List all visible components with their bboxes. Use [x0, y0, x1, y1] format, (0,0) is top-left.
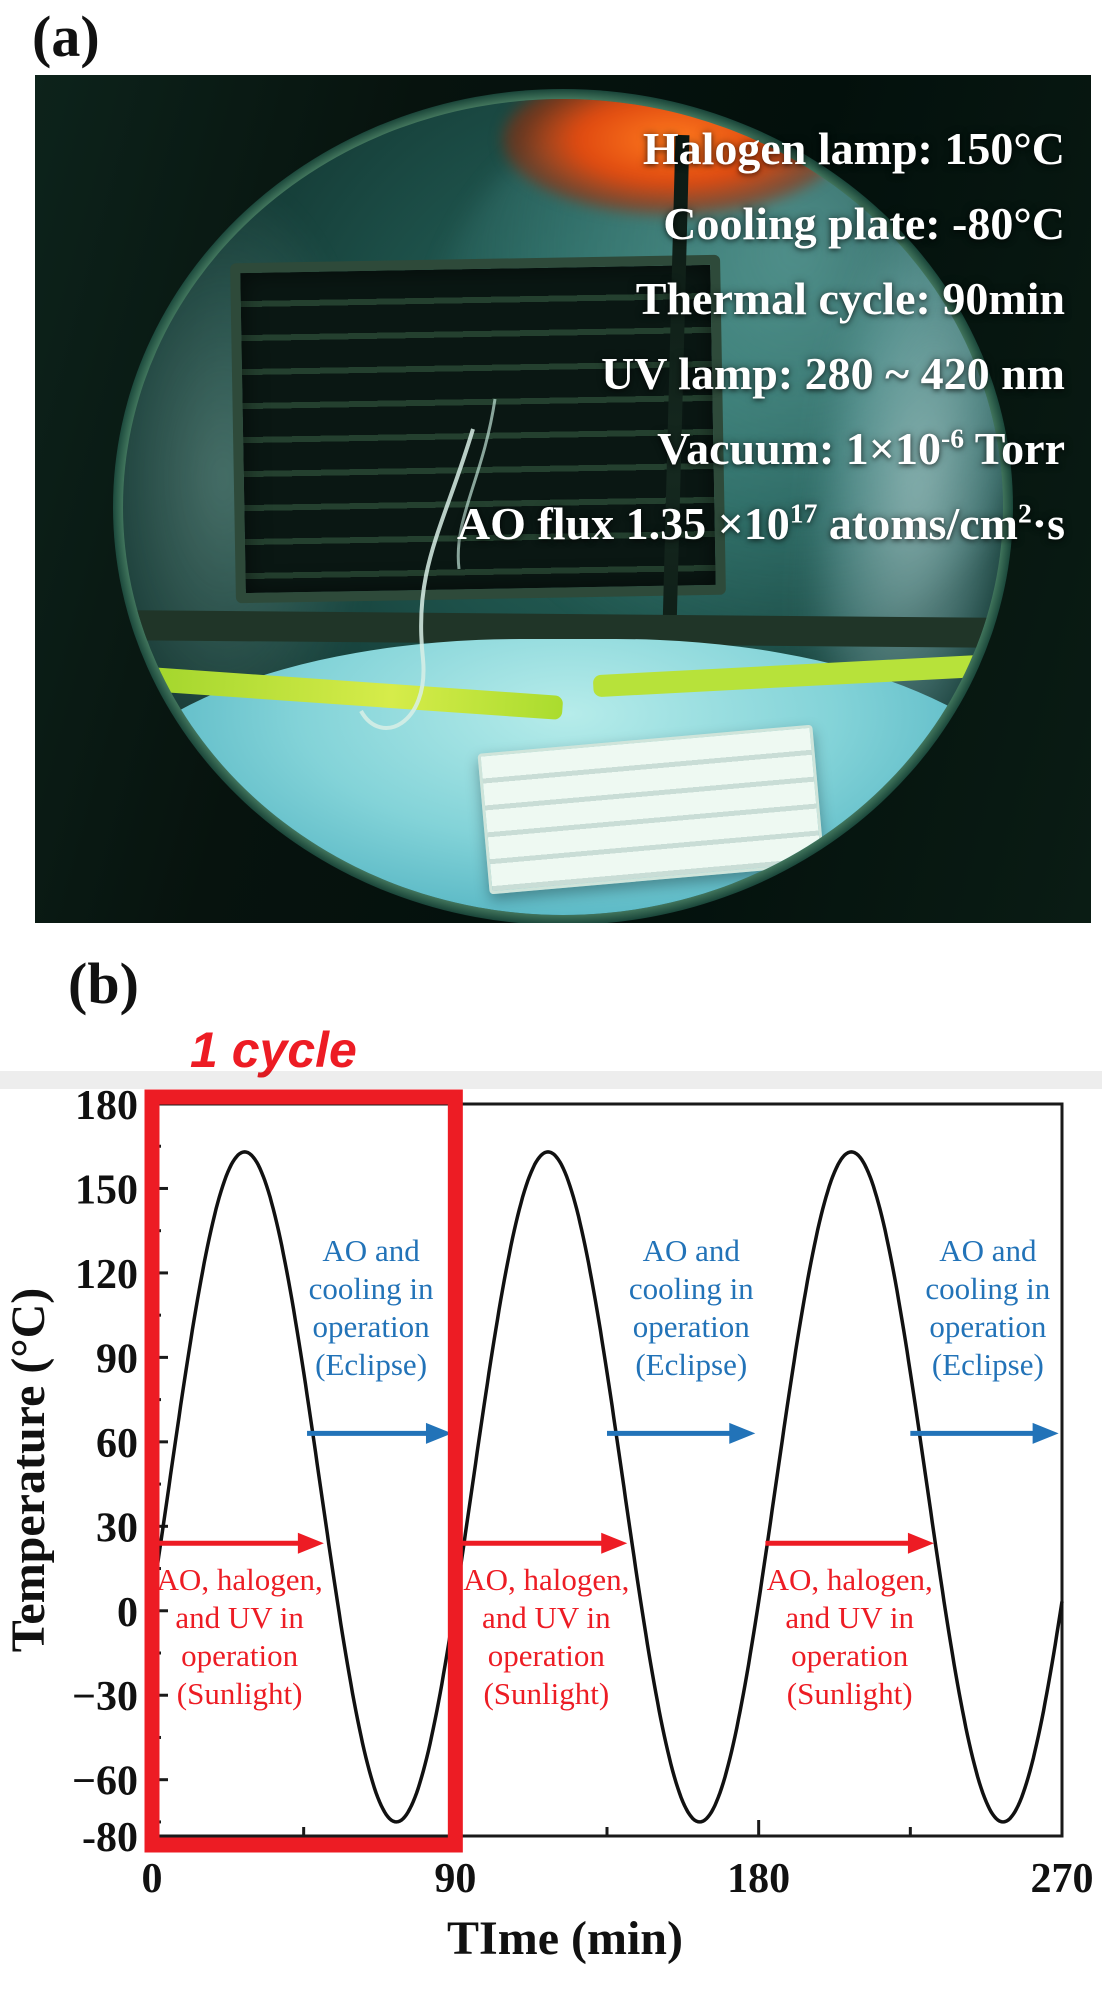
thermocouple-wire — [359, 398, 497, 730]
chamber-viewport — [123, 99, 1003, 915]
chart-image-edge — [0, 1071, 1102, 1089]
y-tick-label: −60 — [72, 1759, 138, 1805]
x-tick-label: 90 — [434, 1856, 476, 1902]
sunlight-arrow-2-head — [601, 1532, 628, 1554]
y-tick-label: −30 — [72, 1674, 138, 1720]
overlay-line-4: UV lamp: 280 ~ 420 nm — [601, 348, 1065, 399]
x-tick-label: 180 — [727, 1856, 790, 1902]
overlay-line-3: Thermal cycle: 90min — [635, 273, 1065, 324]
y-tick-label: 30 — [96, 1505, 138, 1551]
y-tick-label: 120 — [75, 1252, 138, 1298]
y-tick-label: 0 — [117, 1590, 138, 1636]
panel-b-label: (b) — [68, 951, 139, 1016]
sunlight-annotation-2: AO, halogen, and UV in operation (Sunlight) — [463, 1562, 629, 1711]
thermal-cycle-chart: 0 90 180 270 180 150 120 90 60 30 0 −30 −60 -80 TIme (… — [2, 1083, 1094, 1965]
eclipse-arrow-1-head — [425, 1422, 452, 1444]
eclipse-annotation-3: AO and cooling in operation (Eclipse) — [925, 1233, 1050, 1382]
x-tick-label: 270 — [1031, 1856, 1094, 1902]
y-tick-label: 150 — [75, 1167, 138, 1213]
overlay-line-1: Halogen lamp: 150°C — [642, 123, 1065, 174]
x-axis-title: TIme (min) — [447, 1912, 683, 1965]
overlay-line-2: Cooling plate: -80°C — [663, 198, 1065, 249]
eclipse-arrow-3-head — [1032, 1422, 1059, 1444]
y-tick-label: 60 — [96, 1421, 138, 1467]
x-tick-label: 0 — [142, 1856, 163, 1902]
y-tick-label: 180 — [75, 1083, 138, 1129]
y-tick-label: 90 — [96, 1336, 138, 1382]
cycle-box-label: 1 cycle — [190, 1022, 357, 1078]
sunlight-annotation-1: AO, halogen, and UV in operation (Sunlight) — [157, 1562, 323, 1711]
eclipse-annotation-2: AO and cooling in operation (Eclipse) — [629, 1233, 754, 1382]
y-axis-title: Temperature (°C) — [2, 1288, 55, 1652]
sunlight-annotation-3: AO, halogen, and UV in operation (Sunlight) — [767, 1562, 933, 1711]
sunlight-arrow-1-head — [297, 1532, 324, 1554]
overlay-line-6: AO flux 1.35 ×1017 atoms/cm2·s — [456, 497, 1065, 549]
eclipse-annotation-1: AO and cooling in operation (Eclipse) — [309, 1233, 434, 1382]
cycle-box — [144, 1089, 463, 1853]
overlay-line-5: Vacuum: 1×10-6 Torr — [657, 422, 1065, 474]
y-axis-end-label: -80 — [82, 1815, 138, 1861]
sunlight-arrow-3-head — [907, 1532, 934, 1554]
photo-overlay-text: Halogen lamp: 150°C Cooling plate: -80°C T… — [457, 111, 1065, 561]
experiment-photo: Halogen lamp: 150°C Cooling plate: -80°C T… — [35, 75, 1091, 923]
temperature-curve — [150, 1150, 1064, 1824]
eclipse-arrow-2-head — [729, 1422, 756, 1444]
panel-a-label: (a) — [32, 4, 100, 69]
